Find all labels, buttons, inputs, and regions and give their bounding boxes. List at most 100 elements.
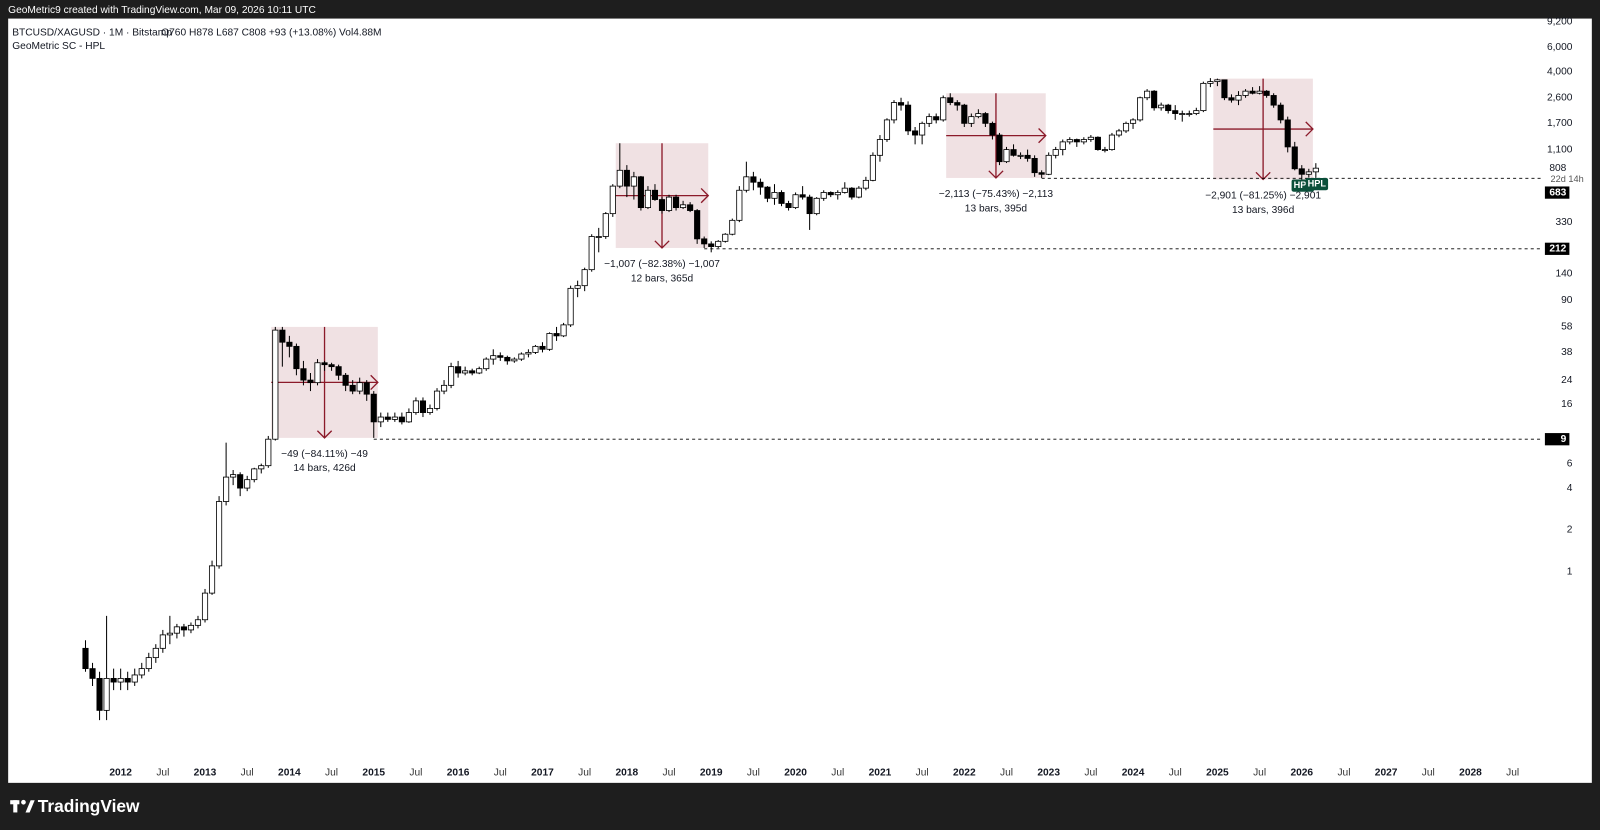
x-tick-label: Jul — [409, 767, 422, 778]
candle-body — [722, 233, 729, 242]
measure-info: 14 bars, 426d — [293, 463, 356, 474]
candle-body — [651, 189, 659, 200]
candle-body — [644, 189, 652, 209]
candle-body — [616, 169, 623, 187]
ohlc-line: O760 H878 L687 C808 +93 (+13.08%) Vol4.8… — [161, 28, 381, 39]
candle-body — [117, 677, 124, 683]
candle-body — [708, 243, 715, 247]
candle-body — [778, 192, 785, 204]
candle-body — [194, 619, 202, 626]
candle-body — [771, 192, 778, 199]
candle-body — [391, 416, 398, 420]
candle-body — [237, 474, 244, 489]
x-tick-label: Jul — [1000, 767, 1013, 778]
level-tag-bg — [1544, 433, 1570, 446]
y-tick-label: 1 — [1567, 566, 1573, 577]
y-tick-label: 330 — [1555, 217, 1572, 228]
candle-body — [961, 104, 968, 124]
candle-body — [1031, 158, 1038, 174]
candle-body — [152, 647, 159, 659]
candle-body — [602, 213, 609, 237]
candle-body — [792, 194, 799, 209]
y-tick-label: 9,200 — [1547, 16, 1573, 27]
candle-body — [469, 370, 476, 374]
candle-body — [89, 668, 96, 679]
candle-body — [581, 269, 588, 287]
candle-body — [300, 368, 307, 381]
candle-body — [258, 465, 265, 470]
x-tick-label: 2013 — [194, 767, 217, 778]
candle-body — [813, 197, 820, 215]
candle-body — [377, 416, 384, 423]
x-tick-label: Jul — [494, 767, 507, 778]
x-tick-label: 2021 — [869, 767, 892, 778]
x-tick-label: Jul — [916, 767, 929, 778]
candle-body — [110, 677, 117, 683]
countdown: 22d 14h — [1551, 174, 1584, 184]
candle-body — [940, 97, 947, 121]
candle-body — [982, 113, 989, 124]
candle-body — [1073, 139, 1080, 143]
candle-body — [609, 185, 616, 215]
x-tick-label: 2028 — [1459, 767, 1482, 778]
candle-body — [1277, 104, 1284, 121]
candle-body — [307, 379, 314, 384]
candle-body — [1270, 95, 1277, 106]
candle-body — [680, 204, 687, 209]
candle-body — [1263, 90, 1270, 96]
candle-body — [201, 592, 209, 621]
candle-body — [1193, 110, 1200, 114]
candle-body — [687, 204, 694, 211]
candle-body — [272, 329, 279, 440]
x-tick-label: 2018 — [616, 767, 639, 778]
candle-body — [462, 370, 469, 374]
candle-body — [286, 341, 293, 347]
candle-body — [1045, 154, 1052, 175]
x-tick-label: 2015 — [362, 767, 385, 778]
axes: 9,200 6,000 4,000 2,600 1,700 1,100 330 140 90 58… — [109, 16, 1583, 778]
candle-body — [476, 368, 483, 374]
candle-body — [574, 285, 581, 289]
candle-body — [1052, 149, 1059, 156]
candle-body — [869, 154, 876, 181]
x-tick-label: 2019 — [700, 767, 723, 778]
candle-body — [1284, 119, 1291, 148]
candle-body — [658, 199, 666, 211]
candle-body — [1214, 79, 1221, 82]
x-tick-label: 2020 — [784, 767, 807, 778]
candle-body — [525, 351, 532, 355]
x-tick-label: Jul — [1169, 767, 1182, 778]
candle-body — [673, 196, 680, 209]
candle-body — [1298, 168, 1305, 175]
y-tick-label: 2 — [1567, 525, 1573, 536]
candle-body — [230, 474, 237, 478]
candle-body — [265, 438, 272, 467]
candle-body — [1144, 90, 1151, 99]
measure-info: 12 bars, 365d — [631, 273, 694, 284]
candle-body — [440, 384, 448, 392]
measure-label: −2,113 (−75.43%) −2,113 — [939, 189, 1054, 200]
candle-body — [321, 362, 328, 366]
candle-body — [799, 194, 806, 198]
plot: −49 (−84.11%) −49 14 bars, 426d −1,007 (−8… — [82, 78, 1541, 721]
candle-body — [764, 186, 771, 199]
candle-body — [1256, 90, 1263, 94]
indicator-tag: HPL — [1294, 180, 1313, 190]
level-tag: 9 — [1561, 434, 1567, 445]
candle-body — [1017, 154, 1024, 157]
x-tick-label: 2026 — [1290, 767, 1313, 778]
candle-body — [905, 104, 912, 132]
x-tick-label: Jul — [156, 767, 169, 778]
candle-body — [138, 668, 145, 676]
candle-body — [223, 476, 230, 502]
candle-body — [216, 501, 223, 567]
candle-body — [532, 345, 539, 353]
x-tick-label: 2014 — [278, 767, 301, 778]
x-tick-label: Jul — [747, 767, 760, 778]
candle-body — [349, 384, 356, 392]
candle-body — [595, 236, 602, 238]
measure-label: −49 (−84.11%) −49 — [281, 449, 368, 460]
candle-body — [1137, 97, 1144, 121]
y-tick-label: 38 — [1561, 347, 1573, 358]
candle-body — [785, 203, 792, 209]
